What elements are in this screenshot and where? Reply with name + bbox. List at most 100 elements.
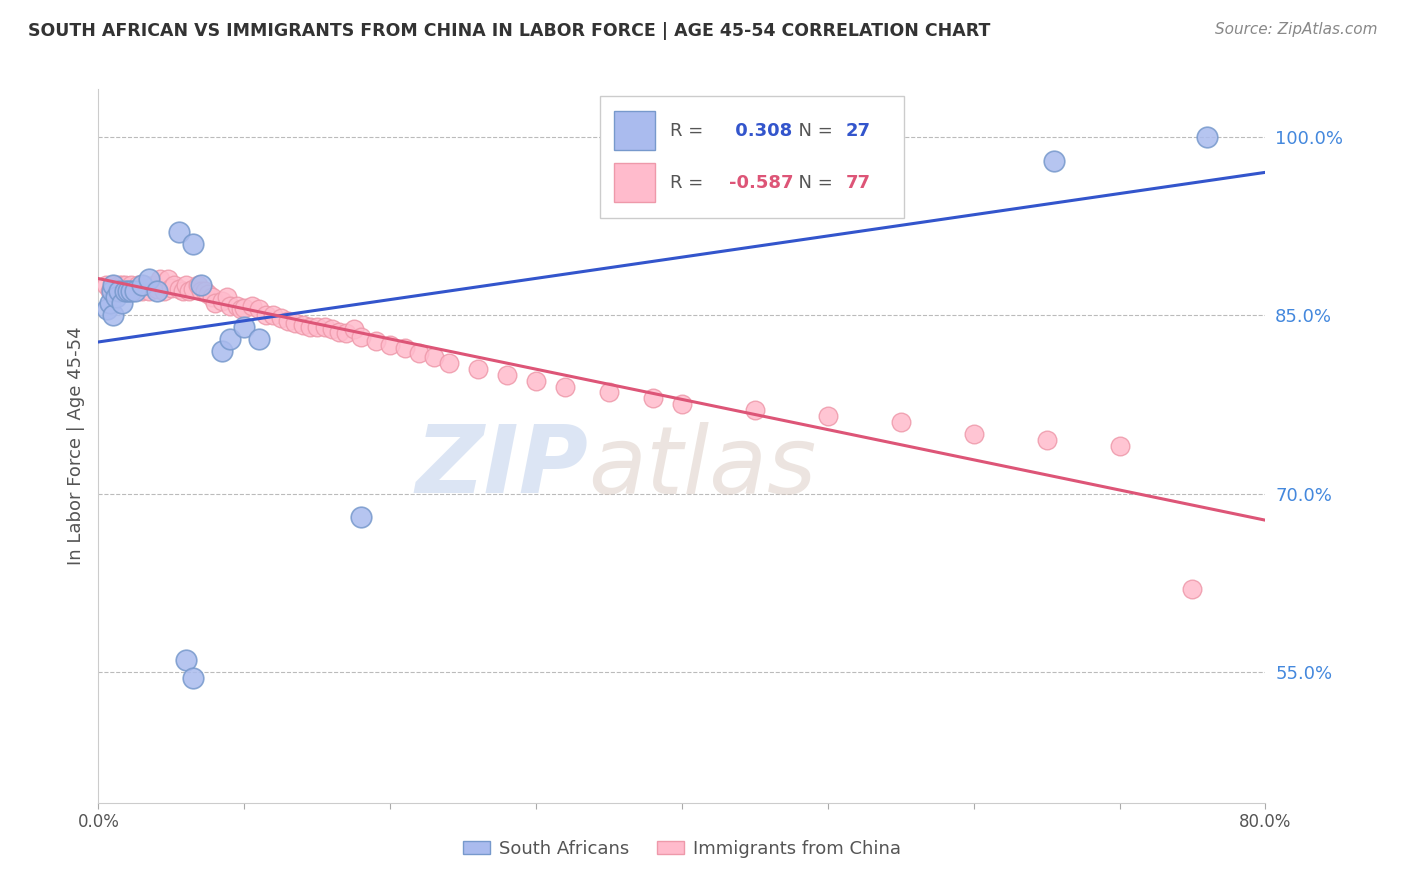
Text: -0.587: -0.587 (728, 175, 793, 193)
Point (284, 317, 307, 331)
Point (177, 285, 200, 299)
Point (157, 272, 180, 286)
Point (101, 278, 124, 293)
Point (96, 302, 118, 317)
Point (524, 374, 547, 388)
Point (194, 285, 217, 299)
Point (131, 278, 153, 293)
Point (817, 409, 839, 424)
Point (104, 290, 127, 304)
Point (108, 285, 131, 299)
Point (335, 326, 357, 340)
Point (307, 320, 329, 334)
Point (321, 322, 343, 336)
Point (122, 285, 145, 299)
Point (181, 236, 204, 251)
Point (108, 278, 131, 293)
Point (350, 510, 373, 524)
Point (247, 302, 270, 317)
Text: 27: 27 (845, 121, 870, 139)
Point (131, 282, 153, 296)
Point (167, 282, 190, 296)
Point (146, 285, 169, 299)
Point (134, 278, 156, 293)
Point (114, 278, 136, 293)
Point (146, 282, 169, 296)
Point (277, 314, 299, 328)
Point (423, 350, 446, 364)
Point (962, 427, 984, 442)
Legend: South Africans, Immigrants from China: South Africans, Immigrants from China (456, 833, 908, 865)
Point (117, 285, 139, 299)
Point (197, 286, 219, 301)
FancyBboxPatch shape (614, 111, 655, 150)
Point (1043, 153, 1066, 168)
Point (467, 361, 489, 376)
Point (291, 318, 314, 332)
Point (104, 285, 127, 299)
Point (190, 278, 212, 293)
Point (314, 320, 336, 334)
Point (744, 403, 766, 417)
Point (101, 278, 124, 293)
Point (350, 329, 373, 343)
Point (231, 302, 253, 317)
Point (181, 282, 204, 296)
Point (328, 325, 350, 339)
Point (254, 308, 277, 322)
Point (437, 356, 460, 370)
Point (94, 278, 117, 293)
Text: ZIP: ZIP (416, 421, 589, 514)
Point (163, 278, 186, 293)
Point (201, 290, 224, 304)
Point (160, 281, 183, 295)
Point (233, 320, 256, 334)
Point (142, 278, 165, 293)
Point (343, 322, 366, 336)
Text: N =: N = (787, 175, 838, 193)
Point (380, 338, 402, 352)
Text: R =: R = (671, 175, 709, 193)
Point (111, 296, 134, 310)
Point (124, 285, 146, 299)
Point (127, 278, 149, 293)
Point (211, 343, 233, 358)
Point (138, 285, 160, 299)
Point (172, 285, 194, 299)
Point (98, 296, 121, 310)
Point (110, 285, 132, 299)
Point (117, 285, 139, 299)
Point (174, 653, 197, 667)
Point (120, 285, 142, 299)
Point (890, 415, 912, 429)
Point (1181, 582, 1204, 596)
Point (270, 310, 292, 325)
Point (364, 334, 387, 349)
Point (598, 385, 620, 400)
Point (167, 225, 190, 239)
Text: atlas: atlas (589, 422, 817, 513)
Point (98, 285, 121, 299)
Point (1035, 433, 1057, 447)
Point (247, 332, 270, 346)
Point (408, 346, 430, 360)
Point (671, 397, 693, 411)
Point (641, 392, 664, 406)
Point (1195, 129, 1218, 144)
Point (174, 278, 197, 293)
Point (554, 379, 576, 393)
Point (120, 278, 142, 293)
Point (111, 278, 134, 293)
Point (1108, 439, 1130, 453)
Point (114, 285, 136, 299)
Text: Source: ZipAtlas.com: Source: ZipAtlas.com (1215, 22, 1378, 37)
FancyBboxPatch shape (600, 96, 904, 218)
Point (181, 671, 204, 685)
Point (298, 320, 321, 334)
Point (394, 342, 416, 356)
Text: N =: N = (787, 121, 838, 139)
Point (190, 285, 212, 299)
Point (496, 368, 519, 382)
Point (149, 272, 172, 286)
Point (226, 299, 249, 313)
